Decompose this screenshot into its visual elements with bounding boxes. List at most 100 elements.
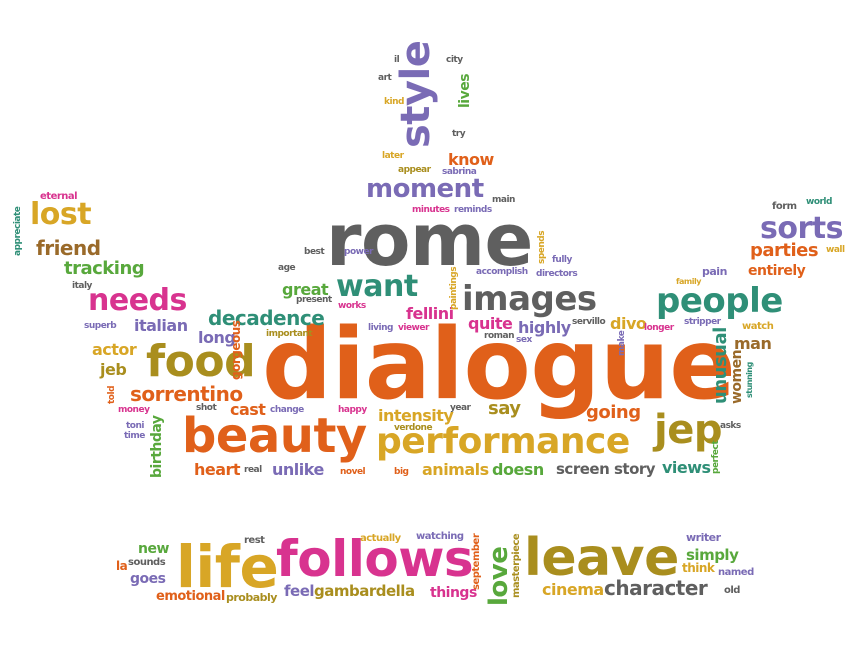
word-unlike: unlike (272, 460, 324, 479)
word-new: new (138, 541, 169, 557)
word-kind: kind (384, 97, 404, 107)
word-masterpiece: masterpiece (511, 533, 522, 598)
word-gorgeous: gorgeous (229, 320, 243, 380)
word-birthday: birthday (149, 415, 165, 478)
word-big: big (394, 467, 409, 477)
word-decadence: decadence (208, 306, 325, 330)
word-art: art (378, 73, 392, 83)
word-performance: performance (376, 421, 630, 462)
word-women: women (729, 349, 745, 404)
word-feel: feel (284, 582, 315, 600)
word-simply: simply (686, 546, 739, 564)
word-make: make (617, 330, 627, 356)
word-lost: lost (30, 197, 92, 232)
word-sorrentino: sorrentino (130, 382, 243, 406)
word-living: living (368, 323, 393, 333)
word-jep: jep (654, 407, 722, 453)
word-form: form (772, 201, 797, 212)
word-actually: actually (360, 533, 401, 544)
word-know: know (448, 150, 494, 169)
word-family: family (676, 277, 701, 286)
word-power: power (344, 247, 373, 257)
word-emotional: emotional (156, 589, 225, 604)
word-shot: shot (196, 403, 217, 413)
word-fully: fully (552, 255, 572, 265)
word-perfect: perfect (711, 440, 721, 474)
word-style: style (393, 40, 439, 148)
word-beauty: beauty (182, 408, 367, 464)
word-money: money (118, 405, 150, 415)
word-rest: rest (244, 535, 265, 546)
word-say: say (488, 398, 521, 419)
word-il: il (394, 55, 400, 65)
word-tracking: tracking (64, 258, 145, 279)
word-friend: friend (36, 236, 101, 260)
word-man: man (734, 334, 772, 353)
word-best: best (304, 247, 325, 257)
word-lives: lives (457, 73, 473, 108)
word-food: food (146, 336, 256, 387)
word-sounds: sounds (128, 557, 166, 568)
word-roman: roman (484, 331, 514, 341)
word-going: going (586, 402, 641, 423)
word-present: present (296, 295, 332, 305)
word-important: important (266, 329, 313, 339)
word-try: try (452, 129, 466, 139)
word-watching: watching (416, 531, 464, 542)
word-minutes: minutes (412, 205, 450, 215)
word-probably: probably (226, 591, 277, 604)
word-views: views (662, 458, 711, 477)
word-goes: goes (130, 571, 166, 587)
word-dialogue: dialogue (262, 308, 736, 422)
word-screen: screen (556, 460, 610, 478)
word-happy: happy (338, 405, 367, 415)
word-main: main (492, 195, 515, 205)
word-servillo: servillo (572, 317, 606, 327)
word-watch: watch (742, 321, 774, 332)
word-images: images (462, 279, 597, 319)
word-long: long (198, 328, 236, 347)
word-quite: quite (468, 314, 513, 333)
word-highly: highly (518, 318, 571, 337)
word-novel: novel (340, 467, 366, 477)
word-time: time (124, 431, 145, 441)
word-actor: actor (92, 340, 137, 359)
word-italian: italian (134, 316, 188, 335)
word-spends: spends (537, 230, 547, 264)
word-la: la (116, 559, 128, 573)
word-people: people (656, 281, 783, 321)
word-great: great (282, 280, 329, 299)
word-paintings: paintings (449, 266, 459, 310)
word-writer: writer (686, 531, 721, 544)
word-doesn: doesn (492, 460, 544, 479)
word-works: works (338, 301, 366, 311)
word-leave: leave (524, 528, 679, 588)
word-later: later (382, 151, 404, 161)
word-cinema: cinema (542, 580, 604, 599)
word-accomplish: accomplish (476, 267, 528, 277)
word-told: told (107, 385, 117, 404)
word-year: year (450, 403, 471, 413)
word-asks: asks (720, 421, 741, 431)
word-appreciate: appreciate (13, 206, 23, 256)
word-directors: directors (536, 269, 578, 279)
word-unusual: unusual (710, 327, 731, 404)
word-stripper: stripper (684, 317, 721, 327)
word-world: world (806, 197, 832, 207)
word-needs: needs (88, 283, 187, 318)
word-fellini: fellini (406, 304, 454, 323)
word-verdone: verdone (394, 423, 433, 433)
word-heart: heart (194, 460, 241, 479)
word-age: age (278, 263, 296, 273)
word-cast: cast (230, 400, 266, 419)
word-september: september (471, 533, 482, 590)
word-life: life (176, 533, 279, 601)
word-sabrina: sabrina (442, 167, 477, 177)
word-things: things (430, 585, 477, 601)
word-italy: italy (72, 281, 92, 291)
word-superb: superb (84, 321, 117, 331)
word-reminds: reminds (454, 205, 492, 215)
word-pain: pain (702, 265, 727, 278)
word-eternal: eternal (40, 191, 78, 202)
